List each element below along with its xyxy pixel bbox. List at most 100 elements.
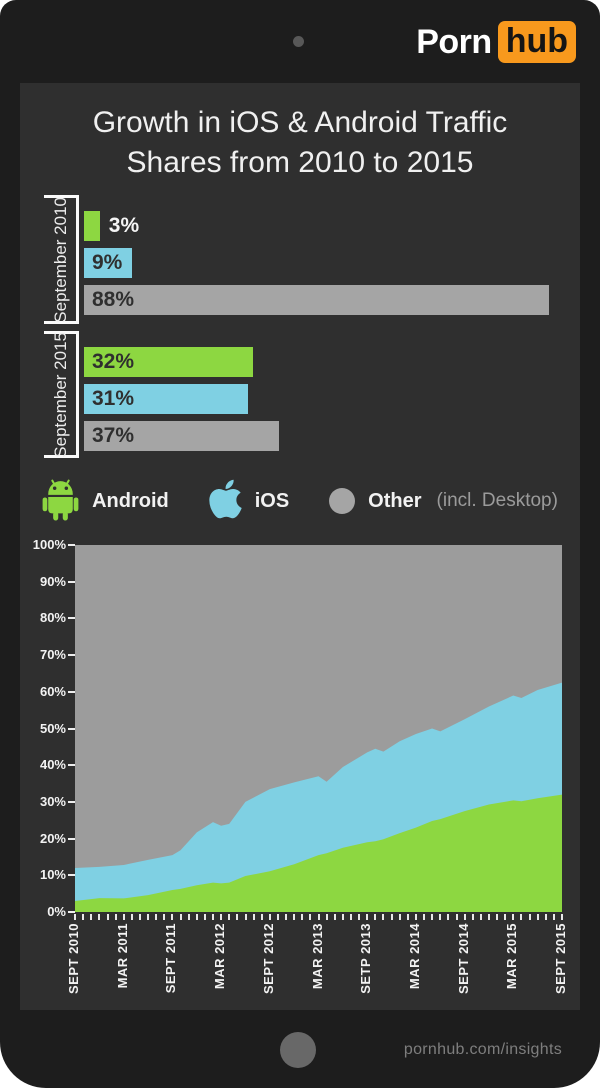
x-axis-tick (463, 914, 466, 920)
x-axis-tick (220, 914, 223, 920)
bar-other: 37% (84, 421, 576, 451)
x-axis-tick (439, 914, 442, 920)
x-axis-tick (423, 914, 425, 920)
x-axis-tick (163, 914, 166, 920)
x-axis-label: MAR 2014 (406, 923, 422, 990)
x-axis-tick (195, 914, 198, 920)
x-axis-tick (293, 914, 296, 920)
x-axis-tick (130, 914, 133, 920)
x-axis-label: MAR 2012 (212, 923, 228, 990)
x-axis-tick (203, 914, 206, 920)
home-button-icon (280, 1032, 316, 1068)
x-axis-tick (325, 914, 328, 920)
x-axis-tick (350, 914, 352, 920)
x-axis-tick (106, 914, 109, 920)
x-axis-tick (301, 914, 304, 920)
gray-circle-icon (329, 488, 356, 514)
x-axis-tick (552, 914, 555, 920)
x-axis-tick (406, 914, 409, 920)
x-axis-tick (414, 914, 417, 920)
bar-value-label: 31% (92, 387, 135, 410)
x-axis-tick (171, 914, 174, 920)
x-axis-tick (317, 914, 320, 920)
bar-android: 32% (84, 347, 576, 377)
bar-ios: 9% (84, 248, 576, 278)
y-axis-label: 10% (39, 867, 66, 883)
bar-fill (84, 211, 100, 241)
x-axis-tick (479, 914, 482, 920)
bar-value-label: 37% (92, 424, 135, 447)
y-axis-tick (68, 580, 75, 583)
y-axis-tick (68, 617, 75, 620)
brand-logo: Porn hub (416, 21, 576, 63)
bar-ios: 31% (84, 384, 576, 414)
x-axis-tick (488, 914, 490, 920)
android-robot-icon (42, 477, 79, 526)
bar-group-label: September 2015 (51, 331, 70, 458)
page-title-line2: Shares from 2010 to 2015 (126, 146, 474, 179)
x-axis-tick (528, 914, 531, 920)
legend-sublabel-other: (incl. Desktop) (436, 490, 558, 511)
x-axis-tick (504, 914, 507, 920)
bar-group: September 2010 3% 9% 88% (20, 195, 580, 324)
bar-value-label: 88% (92, 288, 135, 311)
bar-group-label: September 2010 (51, 196, 70, 323)
x-axis-tick (390, 914, 393, 920)
x-axis-label: MAR 2013 (309, 923, 325, 990)
y-axis-label: 40% (39, 757, 66, 773)
y-axis-label: 70% (39, 647, 66, 663)
bar-fill: 32% (84, 347, 253, 377)
x-axis-tick (244, 914, 247, 920)
y-axis-tick (68, 837, 75, 840)
y-axis-tick (68, 727, 75, 730)
x-axis-label: MAR 2015 (504, 923, 520, 990)
y-axis-label: 80% (39, 610, 66, 626)
bar-other: 88% (84, 285, 576, 315)
bar-value-label: 9% (92, 251, 123, 274)
page-title: Growth in iOS & Android Traffic Shares f… (20, 103, 580, 183)
legend-label-android: Android (92, 489, 169, 512)
x-axis-tick (252, 914, 255, 920)
x-axis-tick (455, 914, 458, 920)
x-axis-label: SEPT 2015 (553, 923, 568, 994)
area-chart-plot (75, 545, 562, 912)
x-axis-tick (285, 914, 287, 920)
x-axis-label: SETP 2013 (358, 923, 374, 994)
x-axis-tick (398, 914, 401, 920)
x-axis-tick (341, 914, 344, 920)
bar-group: September 2015 32% 31% 37% (20, 331, 580, 458)
y-axis-tick (68, 654, 75, 657)
bar-value-label: 3% (108, 214, 140, 237)
x-axis-label: SEPT 2014 (455, 923, 471, 994)
apple-icon (209, 477, 242, 526)
x-axis-tick (471, 914, 474, 920)
y-axis-tick (68, 874, 75, 877)
y-axis-label: 0% (47, 904, 66, 919)
y-axis-label: 30% (39, 793, 66, 809)
x-axis-tick (309, 914, 312, 920)
y-axis-tick (68, 544, 75, 546)
x-axis-tick (98, 914, 101, 920)
x-axis-label: SEPT 2011 (163, 923, 179, 994)
x-axis-tick (155, 914, 158, 920)
y-axis-label: 20% (39, 830, 66, 846)
footer-url: pornhub.com/insights (403, 1041, 562, 1058)
x-axis-tick (561, 914, 563, 920)
x-axis-tick (268, 914, 271, 920)
legend: Android iOS Other (incl. Desktop) (20, 475, 580, 527)
x-axis-label: SEPT 2012 (260, 923, 276, 994)
x-axis-tick (74, 914, 76, 920)
x-axis-tick (512, 914, 515, 920)
legend-label-ios: iOS (254, 489, 290, 512)
x-axis-tick (179, 914, 182, 920)
bar-fill: 37% (84, 421, 280, 451)
bar-fill: 9% (84, 248, 132, 278)
x-axis-label: SEPT 2010 (66, 923, 81, 994)
x-axis-tick (212, 914, 214, 920)
x-axis-tick (276, 914, 279, 920)
x-axis-tick (187, 914, 190, 920)
x-axis-tick (536, 914, 539, 920)
x-axis-tick (333, 914, 336, 920)
area-android-region (75, 794, 562, 912)
